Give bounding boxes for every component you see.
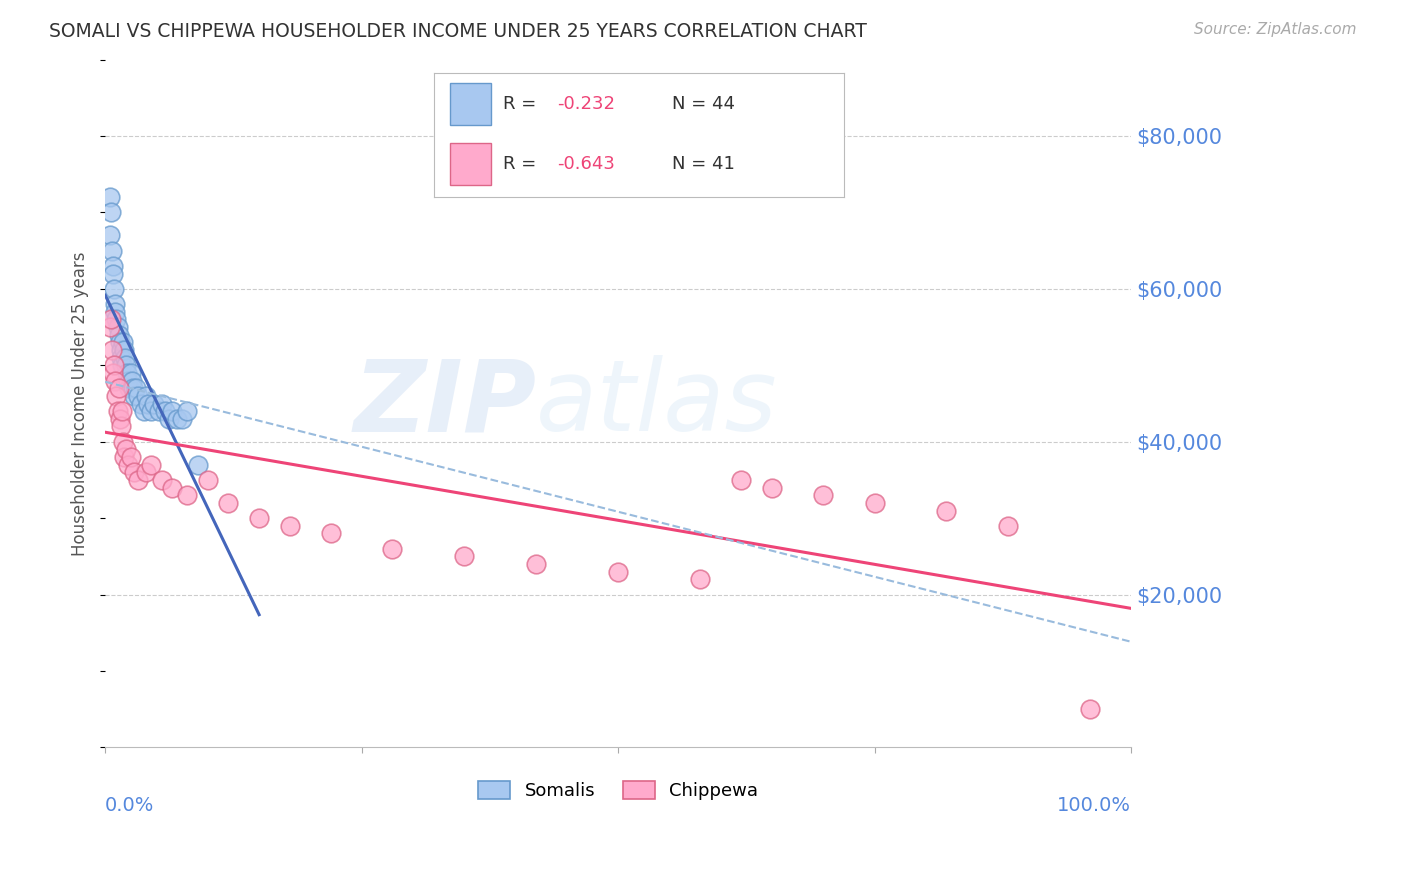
Point [98, 190, 121, 204]
Point [112, 450, 135, 464]
Point [997, 518, 1019, 533]
Point [135, 389, 157, 403]
Point [150, 473, 173, 487]
Point [127, 389, 149, 403]
Point [122, 466, 145, 480]
Point [122, 389, 145, 403]
Point [1078, 702, 1101, 716]
Point [153, 404, 176, 418]
Point [141, 404, 163, 418]
Point [863, 496, 886, 510]
Point [117, 458, 139, 472]
Point [111, 359, 134, 373]
Point [187, 458, 209, 472]
Point [689, 572, 711, 586]
Point [761, 481, 783, 495]
Point [524, 557, 547, 571]
Point [108, 335, 131, 350]
Point [121, 374, 143, 388]
Point [125, 381, 148, 395]
Point [112, 343, 135, 357]
Point [160, 404, 183, 418]
Point [453, 549, 475, 564]
Point [111, 404, 134, 418]
Point [607, 565, 630, 579]
Point [100, 312, 122, 326]
Point [107, 327, 129, 342]
Point [118, 381, 141, 395]
Point [114, 442, 136, 457]
Point [160, 481, 183, 495]
Point [935, 503, 957, 517]
Text: Source: ZipAtlas.com: Source: ZipAtlas.com [1194, 22, 1357, 37]
Point [319, 526, 342, 541]
Point [120, 366, 142, 380]
Text: ZIP: ZIP [353, 355, 536, 452]
Point [217, 496, 239, 510]
Point [103, 259, 125, 273]
Point [247, 511, 270, 525]
Point [129, 396, 152, 410]
Point [120, 450, 142, 464]
Point [107, 320, 129, 334]
Point [730, 473, 752, 487]
Point [110, 351, 132, 365]
Point [278, 518, 301, 533]
Point [136, 396, 159, 410]
Point [157, 412, 180, 426]
Point [813, 488, 835, 502]
Point [103, 359, 125, 373]
Point [111, 335, 134, 350]
Point [103, 282, 125, 296]
Point [148, 404, 170, 418]
Text: atlas: atlas [536, 355, 778, 452]
Point [381, 541, 404, 556]
Point [100, 205, 122, 219]
Point [143, 396, 166, 410]
Legend: Somalis, Chippewa: Somalis, Chippewa [471, 773, 766, 807]
Point [101, 343, 124, 357]
Point [103, 366, 125, 380]
Point [107, 404, 129, 418]
Point [105, 312, 128, 326]
Point [150, 396, 173, 410]
Point [134, 404, 156, 418]
Point [176, 404, 198, 418]
Text: SOMALI VS CHIPPEWA HOUSEHOLDER INCOME UNDER 25 YEARS CORRELATION CHART: SOMALI VS CHIPPEWA HOUSEHOLDER INCOME UN… [49, 22, 868, 41]
Point [122, 381, 145, 395]
Point [114, 359, 136, 373]
Point [108, 412, 131, 426]
Point [166, 412, 188, 426]
Text: 100.0%: 100.0% [1057, 796, 1132, 814]
Point [104, 374, 127, 388]
Point [101, 244, 124, 258]
Point [103, 267, 125, 281]
Point [107, 381, 129, 395]
Point [104, 297, 127, 311]
Point [117, 374, 139, 388]
Point [111, 434, 134, 449]
Point [104, 305, 127, 319]
Point [127, 473, 149, 487]
Point [197, 473, 219, 487]
Point [141, 458, 163, 472]
Point [110, 343, 132, 357]
Point [98, 320, 121, 334]
Point [105, 389, 128, 403]
Point [110, 419, 132, 434]
Point [176, 488, 198, 502]
Point [114, 351, 136, 365]
Point [172, 412, 194, 426]
Point [98, 228, 121, 243]
Y-axis label: Householder Income Under 25 years: Householder Income Under 25 years [72, 252, 89, 556]
Point [115, 366, 138, 380]
Point [135, 466, 157, 480]
Text: 0.0%: 0.0% [105, 796, 155, 814]
